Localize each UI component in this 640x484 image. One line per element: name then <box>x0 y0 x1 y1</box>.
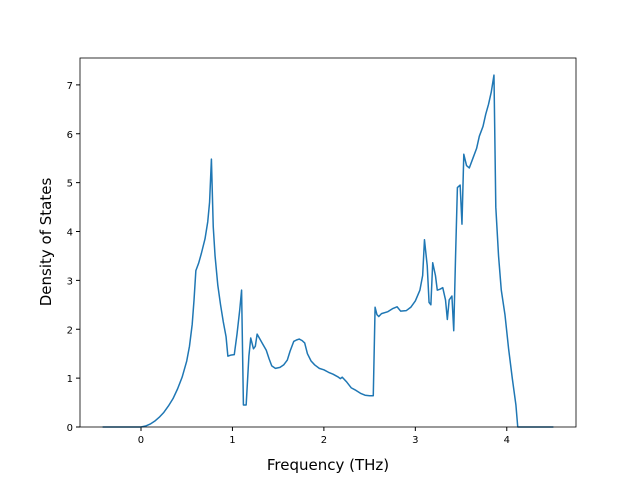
x-tick-label: 0 <box>138 435 144 446</box>
y-tick-label: 6 <box>67 130 73 141</box>
y-axis-label: Density of States <box>37 178 55 307</box>
y-tick-label: 4 <box>67 228 73 239</box>
x-tick-label: 2 <box>321 435 327 446</box>
y-tick-label: 0 <box>67 423 73 434</box>
y-tick-label: 7 <box>67 81 73 92</box>
x-tick-label: 1 <box>229 435 235 446</box>
x-axis-label: Frequency (THz) <box>267 456 389 474</box>
y-tick-label: 1 <box>67 374 73 385</box>
line-series <box>102 74 554 428</box>
y-tick-label: 5 <box>67 179 73 190</box>
x-tick-label: 3 <box>412 435 418 446</box>
x-tick-label: 4 <box>504 435 510 446</box>
y-tick-label: 2 <box>67 325 73 336</box>
y-tick-label: 3 <box>67 276 73 287</box>
plot-frame <box>79 57 577 428</box>
